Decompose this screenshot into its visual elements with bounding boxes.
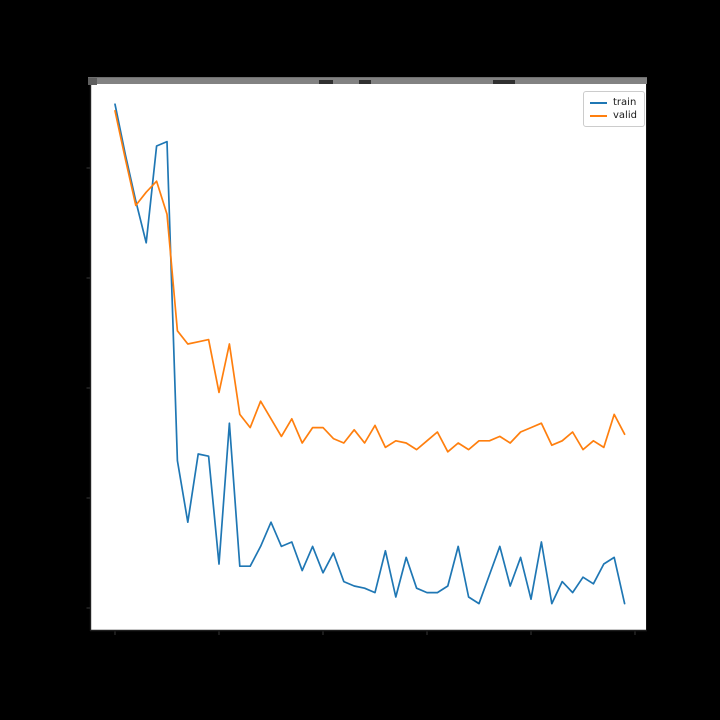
legend-valid-label: valid [613,109,637,121]
legend-train-label: train [613,96,637,108]
band-left-cap [88,78,97,85]
axes-spines [89,84,647,632]
title-glyph-fragment [319,80,333,84]
series-valid-line [114,109,626,453]
series-train-line [114,103,626,605]
y-axis-ticks [86,167,90,609]
legend-train-line-sample [590,101,607,104]
legend-item-valid: valid [590,109,639,122]
plot-area [91,84,647,631]
legend-item-train: train [590,96,639,109]
title-glyph-fragment [359,80,371,84]
title-glyph-fragment [493,80,515,84]
x-axis-ticks [114,631,636,635]
legend-valid-line-sample [590,114,607,117]
series-lines [114,103,626,605]
legend: train valid [583,91,645,127]
figure-top-band [88,77,647,85]
